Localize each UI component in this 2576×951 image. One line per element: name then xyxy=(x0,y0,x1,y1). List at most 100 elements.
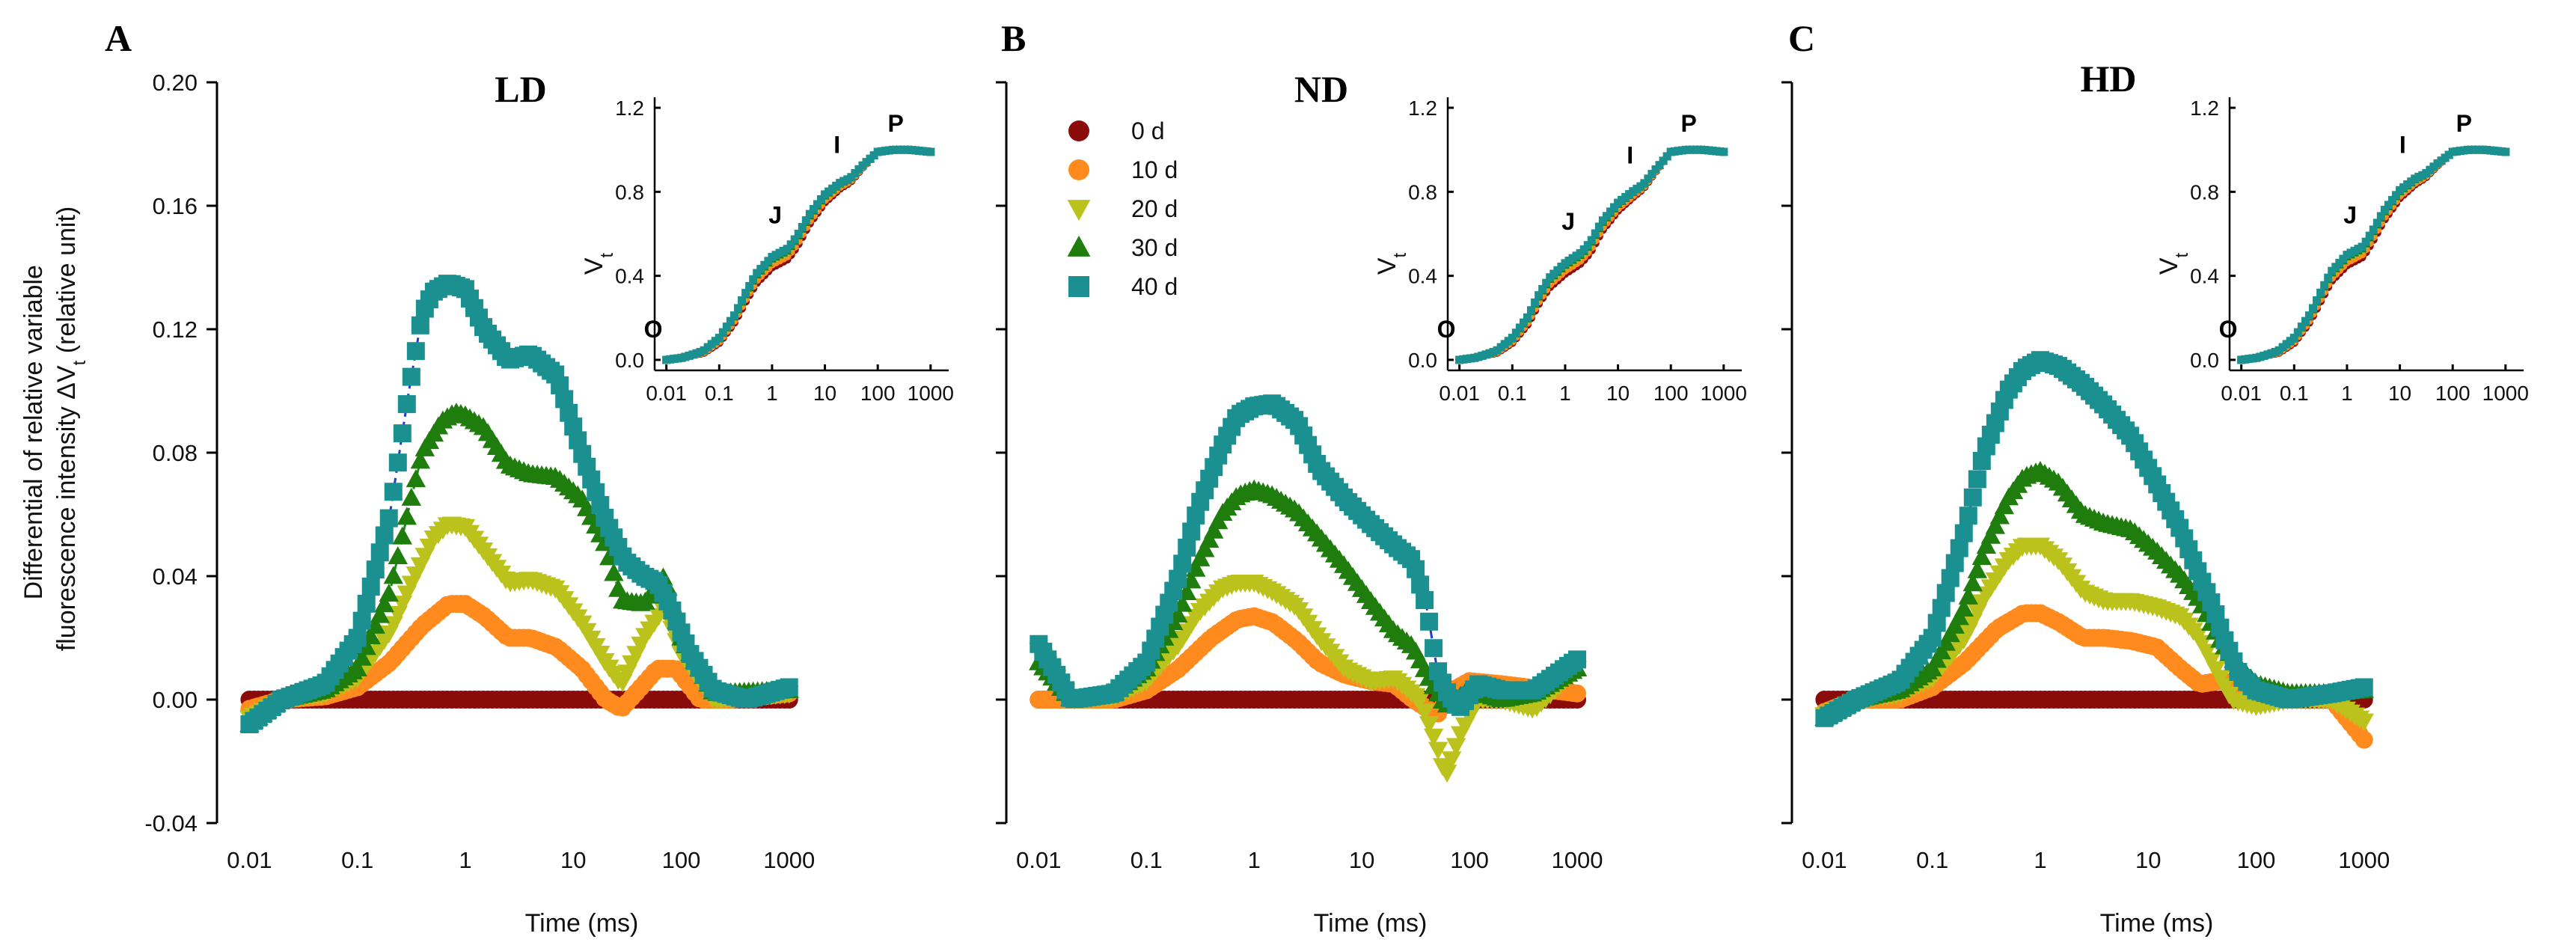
data-point xyxy=(1425,639,1443,658)
inset-data-point xyxy=(794,230,803,239)
inset-series-40-d xyxy=(1455,145,1728,364)
data-point xyxy=(2354,713,2374,732)
inset-data-point xyxy=(715,334,723,343)
inset-data-point xyxy=(2392,191,2401,200)
inset-series-0-d xyxy=(1455,145,1728,364)
inset-series-20-d xyxy=(2236,146,2510,365)
inset-x-tick-label: 10 xyxy=(1606,382,1630,405)
inset-data-point xyxy=(809,205,818,214)
data-point xyxy=(604,563,624,581)
inset-data-point xyxy=(2309,304,2318,313)
inset-x-tick-label: 100 xyxy=(1653,382,1689,405)
inset-data-point xyxy=(2358,242,2367,251)
inset-x-tick-label: 0.01 xyxy=(2221,382,2262,405)
inset-y-axis-title: Vt xyxy=(2155,252,2192,275)
data-point xyxy=(1199,530,1220,548)
data-point xyxy=(2355,730,2373,749)
inset-data-point xyxy=(2369,225,2378,234)
inset-data-point xyxy=(1602,212,1611,221)
data-point xyxy=(1423,728,1444,747)
inset-point-label-j: J xyxy=(1561,208,1575,235)
data-point xyxy=(1962,573,1983,592)
inset-y-axis-title-main: V xyxy=(2155,257,2183,275)
inset-data-point xyxy=(2384,201,2393,210)
inset-series-30-d xyxy=(2236,144,2510,364)
inset-y-tick-label: 1.2 xyxy=(615,97,644,120)
inset-data-point xyxy=(1587,236,1596,245)
x-tick-label: 1 xyxy=(2034,847,2046,873)
data-point xyxy=(1173,554,1192,573)
inset-x-tick-label: 1000 xyxy=(2482,382,2529,405)
data-point xyxy=(406,469,426,488)
inset-data-point xyxy=(1598,216,1607,225)
inset-data-point xyxy=(2361,237,2370,246)
inset-data-point xyxy=(2297,322,2306,331)
inset-data-point xyxy=(1651,165,1660,174)
data-point xyxy=(1954,524,1973,542)
inset-data-point xyxy=(1579,245,1588,254)
inset-x-tick-label: 1000 xyxy=(1701,382,1747,405)
data-point xyxy=(1182,522,1201,541)
data-point xyxy=(1169,569,1187,588)
series-40-d xyxy=(1030,394,1587,716)
data-point xyxy=(1411,575,1430,594)
inset-data-point xyxy=(790,235,799,244)
inset-y-axis-title-sub: t xyxy=(597,252,617,257)
inset-data-point xyxy=(718,328,727,337)
x-tick-label: 0.01 xyxy=(227,847,272,873)
inset-point-label-i: I xyxy=(2399,131,2406,158)
data-point xyxy=(411,316,429,334)
inset-data-point xyxy=(2316,288,2325,297)
data-point xyxy=(1985,516,2006,534)
y-tick-label: 0.08 xyxy=(153,440,198,466)
inset-point-label-j: J xyxy=(2343,202,2357,229)
inset-series-20-d xyxy=(661,146,935,365)
x-tick-label: 0.1 xyxy=(1131,847,1163,873)
data-point xyxy=(2355,678,2373,697)
x-tick-label: 0.01 xyxy=(1016,847,1061,873)
data-point xyxy=(1416,590,1434,609)
panel-a: -0.040.000.040.080.120.160.200.01 0.1 1 10 1… xyxy=(105,17,954,938)
inset-data-point xyxy=(2320,281,2329,290)
y-tick-label: 0.04 xyxy=(153,563,198,590)
inset-data-point xyxy=(2289,334,2298,343)
series-40-d xyxy=(240,275,798,733)
inset-x-tick-label: 10 xyxy=(2388,382,2411,405)
inset-series-40-d xyxy=(662,145,935,364)
inset-data-point xyxy=(2365,231,2374,240)
inset-point-label-o: O xyxy=(644,316,663,343)
data-point xyxy=(1190,548,1211,566)
inset-series-0-d xyxy=(662,145,935,364)
inset-point-label-p: P xyxy=(1680,110,1696,137)
inset-data-point xyxy=(1655,161,1664,170)
inset-y-tick-label: 0.8 xyxy=(615,180,644,204)
inset-y-tick-label: 0.8 xyxy=(1408,180,1437,204)
inset-data-point xyxy=(1515,323,1524,332)
inset-data-point xyxy=(2372,218,2381,227)
inset-data-point xyxy=(1583,241,1592,250)
inset-y-tick-label: 1.2 xyxy=(2190,97,2219,120)
data-point xyxy=(1195,539,1215,557)
panel-title: HD xyxy=(2081,58,2137,100)
data-point xyxy=(347,658,367,676)
inset-data-point xyxy=(1538,284,1547,293)
data-point xyxy=(348,629,367,647)
inset-data-point xyxy=(2313,296,2322,305)
inset-data-point xyxy=(729,311,738,320)
data-point xyxy=(406,342,425,361)
inset-data-point xyxy=(1640,179,1649,188)
data-point xyxy=(1437,765,1457,783)
inset-x-tick-label: 0.01 xyxy=(646,382,687,405)
legend-item-10-d: 10 d xyxy=(1068,156,1178,183)
legend-label: 10 d xyxy=(1131,156,1178,183)
data-point xyxy=(1204,520,1224,539)
data-point xyxy=(1980,525,2001,544)
inset-data-point xyxy=(745,281,754,290)
legend-label: 30 d xyxy=(1131,234,1178,261)
inset-data-point xyxy=(2376,212,2385,221)
inset-data-point xyxy=(801,216,810,225)
inset-point-label-i: I xyxy=(833,131,840,158)
inset-data-point xyxy=(1523,313,1532,322)
inset-x-tick-label: 0.1 xyxy=(1498,382,1527,405)
